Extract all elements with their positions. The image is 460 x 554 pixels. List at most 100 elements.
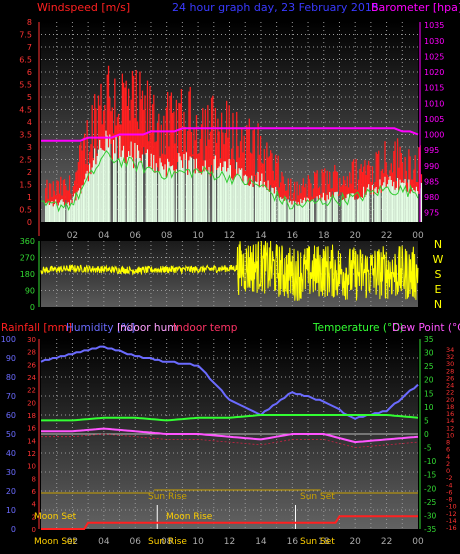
humidity-tick-label: 30 bbox=[6, 468, 16, 477]
wind-tick-label: 1.5 bbox=[19, 181, 32, 190]
dew-tick-label: -4 bbox=[446, 481, 452, 489]
temperature-tick-label: -5 bbox=[424, 444, 432, 453]
rain-tick-label: 10 bbox=[27, 463, 36, 471]
barometer-tick-label: 1025 bbox=[424, 52, 444, 61]
wind-tick-label: 1 bbox=[27, 193, 32, 202]
direction-tick-label: 90 bbox=[25, 287, 35, 296]
temp-hour-label: 14 bbox=[255, 537, 267, 547]
temperature-tick-label: -35 bbox=[424, 525, 436, 534]
rain-tick-label: 6 bbox=[32, 488, 37, 496]
wind-tick-label: 0.5 bbox=[19, 206, 32, 215]
wind-tick-label: 3 bbox=[27, 143, 32, 152]
wind-tick-label: 5.5 bbox=[19, 81, 32, 90]
compass-label: N bbox=[434, 298, 442, 311]
temp-hour-label: 20 bbox=[349, 537, 361, 547]
barometer-line bbox=[41, 127, 419, 142]
barometer-tick-label: 1030 bbox=[424, 37, 444, 46]
humidity-tick-label: 50 bbox=[6, 430, 16, 439]
temperature-tick-label: -15 bbox=[424, 471, 436, 480]
humidity-tick-label: 60 bbox=[6, 411, 16, 420]
dew-tick-label: 8 bbox=[446, 439, 450, 447]
temperature-tick-label: -20 bbox=[424, 484, 436, 493]
temperature-tick-label: 20 bbox=[424, 376, 434, 385]
chart-title: 24 hour graph day, 23 February 2015 bbox=[172, 1, 379, 14]
temperature-tick-label: -25 bbox=[424, 498, 436, 507]
wind-tick-label: 4 bbox=[27, 118, 32, 127]
rain-tick-label: 28 bbox=[27, 349, 36, 357]
wind-hour-label: 18 bbox=[318, 231, 330, 241]
dew-tick-label: 28 bbox=[446, 367, 454, 375]
dew-tick-label: -14 bbox=[446, 517, 457, 525]
dew-tick-label: 22 bbox=[446, 389, 454, 397]
humidity-tick-label: 70 bbox=[6, 392, 16, 401]
bottom-moon-set-label: Moon Set bbox=[34, 537, 77, 547]
wind-hour-label: 06 bbox=[130, 231, 142, 241]
rain-tick-label: 4 bbox=[32, 501, 37, 509]
wind-tick-label: 5 bbox=[27, 93, 32, 102]
dew-tick-label: -12 bbox=[446, 510, 457, 518]
dew-tick-label: 34 bbox=[446, 346, 454, 354]
indoor-temp-line bbox=[41, 433, 419, 449]
dew-tick-label: 20 bbox=[446, 396, 454, 404]
bottom-sun-rise-label: Sun Rise bbox=[148, 537, 187, 547]
temperature-tick-label: 25 bbox=[424, 362, 434, 371]
wind-hour-label: 16 bbox=[287, 231, 299, 241]
wind-tick-label: 4.5 bbox=[19, 106, 32, 115]
humidity-tick-label: 20 bbox=[6, 487, 16, 496]
rain-tick-label: 0 bbox=[32, 526, 36, 534]
dew-tick-label: 30 bbox=[446, 360, 454, 368]
dew-tick-label: -16 bbox=[446, 524, 457, 532]
wind-tick-label: 2.5 bbox=[19, 156, 32, 165]
rain-tick-label: 20 bbox=[27, 399, 36, 407]
wind-hour-label: 00 bbox=[412, 231, 424, 241]
barometer-tick-label: 980 bbox=[424, 193, 439, 202]
temperature-line bbox=[41, 414, 419, 422]
dew-tick-label: -8 bbox=[446, 496, 452, 504]
humidity-tick-label: 0 bbox=[11, 525, 16, 534]
barometer-tick-label: 1035 bbox=[424, 21, 444, 30]
direction-tick-label: 360 bbox=[20, 237, 35, 246]
temperature-tick-label: 35 bbox=[424, 335, 434, 344]
rain-tick-label: 24 bbox=[27, 374, 36, 382]
dew-tick-label: 32 bbox=[446, 353, 454, 361]
temp-hour-label: 06 bbox=[130, 537, 142, 547]
temperature-tick-label: 10 bbox=[424, 403, 434, 412]
rain-tick-label: 22 bbox=[27, 387, 36, 395]
legend-temperature: Temperature (°C) bbox=[312, 322, 404, 334]
rain-tick-label: 16 bbox=[27, 425, 36, 433]
temperature-tick-label: 0 bbox=[424, 430, 429, 439]
wind-hour-label: 20 bbox=[349, 231, 361, 241]
dew-tick-label: 24 bbox=[446, 382, 454, 390]
compass-label: S bbox=[435, 268, 442, 281]
temp-hour-label: 04 bbox=[98, 537, 110, 547]
compass-label: E bbox=[435, 283, 442, 296]
dew-tick-label: 14 bbox=[446, 417, 454, 425]
wind-direction-trace bbox=[40, 240, 419, 301]
wind-x-axis: 02 04 06 08 10 12 14 16 18 20 22 00 bbox=[67, 231, 424, 241]
rain-tick-label: 8 bbox=[32, 475, 36, 483]
wind-tick-label: 3.5 bbox=[19, 131, 32, 140]
rain-tick-label: 18 bbox=[27, 412, 36, 420]
average-wind-line bbox=[40, 150, 419, 213]
sun-set-label: Sun Set bbox=[300, 492, 335, 502]
rain-tick-label: 12 bbox=[27, 450, 36, 458]
dew-point-line bbox=[41, 427, 419, 444]
compass-label: N bbox=[434, 238, 442, 251]
temp-hour-label: 10 bbox=[192, 537, 204, 547]
barometer-tick-label: 990 bbox=[424, 162, 439, 171]
rain-tick-label: 2 bbox=[32, 513, 36, 521]
temperature-series bbox=[40, 345, 419, 530]
barometer-tick-label: 1005 bbox=[424, 115, 444, 124]
temperature-tick-label: -10 bbox=[424, 457, 436, 466]
humidity-tick-label: 90 bbox=[6, 354, 16, 363]
dew-tick-label: 12 bbox=[446, 424, 454, 432]
temperature-tick-label: 30 bbox=[424, 349, 434, 358]
dew-tick-label: 26 bbox=[446, 374, 454, 382]
humidity-line bbox=[40, 345, 419, 420]
wind-hour-label: 10 bbox=[192, 231, 204, 241]
legend-indoor-hum: Indoor hum bbox=[117, 322, 177, 334]
wind-hour-label: 12 bbox=[224, 231, 235, 241]
legend-humidity: Humidity [%] bbox=[66, 322, 135, 334]
temperature-tick-label: 15 bbox=[424, 389, 434, 398]
